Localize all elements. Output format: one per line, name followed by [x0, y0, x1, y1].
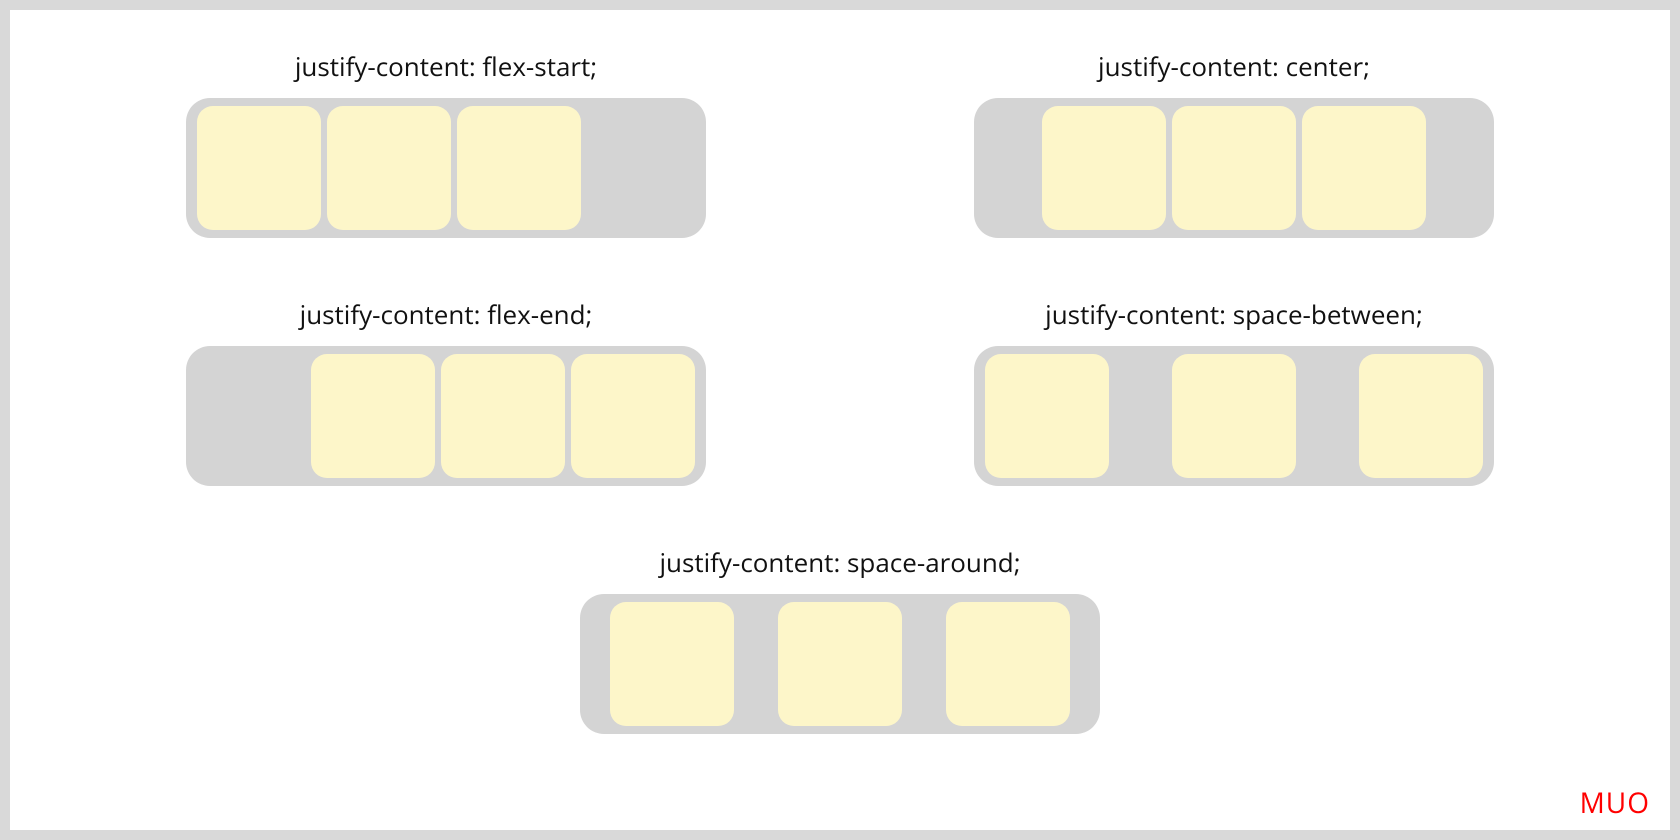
- examples-grid: justify-content: flex-start; justify-con…: [10, 10, 1670, 734]
- page: justify-content: flex-start; justify-con…: [10, 10, 1670, 830]
- flex-item: [441, 354, 565, 478]
- flex-item: [1172, 354, 1296, 478]
- example-label: justify-content: space-around;: [460, 544, 1220, 580]
- watermark-logo: MUO: [1580, 784, 1650, 822]
- flex-container: [974, 98, 1494, 238]
- flex-item: [946, 602, 1070, 726]
- flex-container: [186, 98, 706, 238]
- flex-item: [985, 354, 1109, 478]
- flex-item: [1359, 354, 1483, 478]
- flex-item: [1172, 106, 1296, 230]
- flex-item: [778, 602, 902, 726]
- flex-container: [186, 346, 706, 486]
- flex-item: [571, 354, 695, 478]
- example-space-around: justify-content: space-around;: [460, 544, 1220, 734]
- flex-item: [311, 354, 435, 478]
- flex-item: [197, 106, 321, 230]
- flex-item: [610, 602, 734, 726]
- flex-item: [1042, 106, 1166, 230]
- example-flex-end: justify-content: flex-end;: [66, 296, 826, 486]
- example-center: justify-content: center;: [854, 48, 1614, 238]
- example-label: justify-content: flex-start;: [66, 48, 826, 84]
- flex-container: [580, 594, 1100, 734]
- flex-item: [457, 106, 581, 230]
- example-label: justify-content: space-between;: [854, 296, 1614, 332]
- example-flex-start: justify-content: flex-start;: [66, 48, 826, 238]
- example-label: justify-content: flex-end;: [66, 296, 826, 332]
- flex-item: [327, 106, 451, 230]
- example-label: justify-content: center;: [854, 48, 1614, 84]
- flex-item: [1302, 106, 1426, 230]
- flex-container: [974, 346, 1494, 486]
- example-space-between: justify-content: space-between;: [854, 296, 1614, 486]
